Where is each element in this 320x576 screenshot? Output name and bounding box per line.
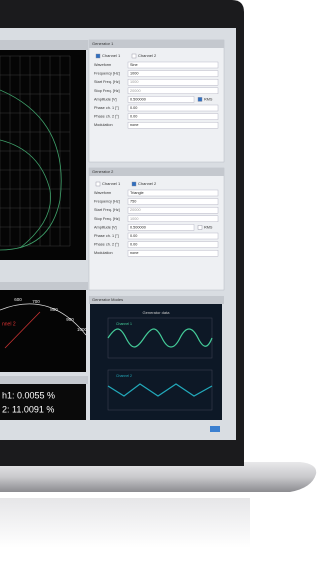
panel-title: Generator 1 [92,41,114,46]
field-value: none [130,251,138,255]
field-value: 0.00 [130,106,137,110]
channel-label: Channel 2 [138,181,157,186]
field-label: Modulation [94,123,113,127]
modes-title: Generator Modes [92,297,123,302]
rms-label: RMS [204,97,213,101]
scope-titlebar [0,40,88,50]
channel-label: Channel 2 [138,53,157,58]
page: {"generator_1": {"title": "Generator 1",… [0,0,318,576]
field-label: Phase ch. 2 [°] [94,243,119,247]
field-input[interactable] [128,79,218,85]
reflection [0,498,250,548]
field-input[interactable] [128,242,218,248]
field-label: Waveform [94,191,111,195]
rms-checkbox[interactable] [198,225,202,229]
field-label: Amplitude [V] [94,97,117,101]
field-value: 20000 [130,89,141,93]
gauge-tick-label: 800 [50,307,58,312]
field-value: 1000 [130,217,138,221]
channel-checkbox[interactable] [132,182,136,186]
field-value: 750 [130,200,136,204]
modes-chart-title: Generator data [143,310,171,315]
panel-title: Generator 2 [92,169,114,174]
gauge-tick-label: 900 [66,317,74,322]
field-value: Triangle [130,191,144,195]
wave-label: Channel 2 [116,374,132,378]
field-label: Stop Freq. [Hz] [94,217,120,221]
gauge-tick-label: 700 [32,299,40,304]
channel-label: Channel 1 [102,53,121,58]
field-label: Waveform [94,63,111,67]
modes-chart [90,304,222,420]
field-value: 0.00 [130,234,137,238]
field-input[interactable] [128,114,218,120]
field-value: 0.00 [130,115,137,119]
field-label: Stop Freq. [Hz] [94,89,120,93]
field-input[interactable] [128,71,218,77]
field-label: Modulation [94,251,113,255]
field-value: 0.00 [130,243,137,247]
gauge-tick-label: 1000 [77,327,88,332]
field-input[interactable] [128,105,218,111]
wave-label: Channel 1 [116,322,132,326]
laptop-base [0,462,316,492]
field-value: Sine [130,63,138,67]
status-icon [210,426,220,432]
field-value: 0.500000 [130,97,146,101]
gauge-tick-label: 600 [14,297,22,302]
channel-checkbox[interactable] [96,182,100,186]
field-value: none [130,123,138,127]
field-value: 0.500000 [130,225,146,229]
field-input[interactable] [128,233,218,239]
gauge-titlebar [0,282,88,290]
readout-line: h1: 0.0055 % [2,390,55,400]
field-value: 1000 [130,72,138,76]
field-label: Frequency [Hz] [94,72,120,76]
field-label: Start Freq. [Hz] [94,80,120,84]
field-label: Start Freq. [Hz] [94,208,120,212]
field-input[interactable] [128,250,218,256]
scene: nnel 2 h1: 0.0055 % 2: 11.0091 % Generat… [0,0,318,576]
field-value: 20000 [130,208,141,212]
field-input[interactable] [128,216,218,222]
rms-checkbox[interactable] [198,97,202,101]
field-input[interactable] [128,122,218,128]
scope-plot [0,50,86,260]
field-input[interactable] [128,207,218,213]
field-label: Phase ch. 1 [°] [94,106,119,110]
readout-line: 2: 11.0091 % [2,404,54,414]
field-label: Phase ch. 1 [°] [94,234,119,238]
rms-label: RMS [204,225,213,229]
field-label: Frequency [Hz] [94,200,120,204]
field-value: 1000 [130,80,138,84]
field-input[interactable] [128,199,218,205]
channel-label: Channel 1 [102,181,121,186]
channel-checkbox[interactable] [96,54,100,58]
field-input[interactable] [128,62,218,68]
field-input[interactable] [128,88,218,94]
gauge-panel [0,290,86,372]
field-label: Amplitude [V] [94,225,117,229]
readout-titlebar [0,376,88,384]
channel-checkbox[interactable] [132,54,136,58]
field-label: Phase ch. 2 [°] [94,115,119,119]
gauge-label: nnel 2 [2,321,16,327]
